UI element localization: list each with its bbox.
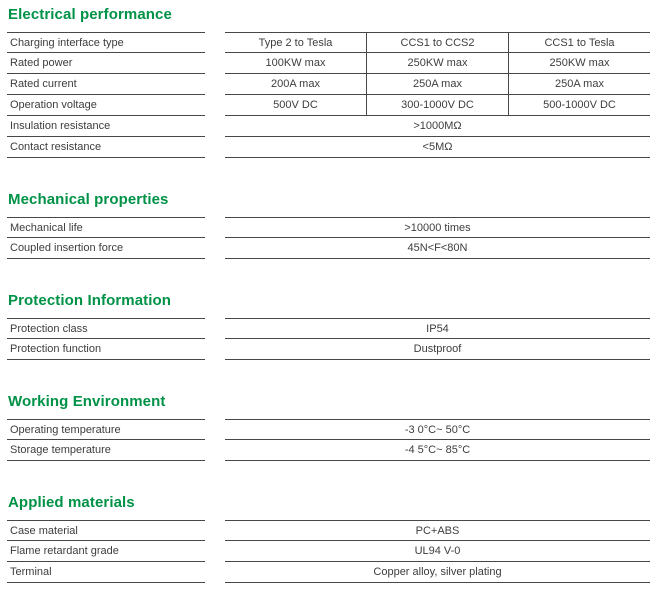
spec-table: Case material PC+ABS Flame retardant gra… — [7, 520, 650, 583]
row-value: 200A max — [271, 78, 320, 90]
section-title: Electrical performance — [8, 6, 172, 23]
section-protection-information: Protection Information Protection class … — [7, 292, 672, 360]
row-values: >1000MΩ — [225, 116, 650, 137]
row-values: 100KW max 250KW max 250KW max — [225, 53, 650, 74]
table-row: Terminal Copper alloy, silver plating — [7, 562, 650, 583]
column-gap — [205, 95, 225, 116]
section-applied-materials: Applied materials Case material PC+ABS F… — [7, 494, 672, 583]
column-gap — [205, 116, 225, 137]
column-gap — [205, 53, 225, 74]
column-gap — [205, 217, 225, 238]
spec-table: Charging interface type Type 2 to Tesla … — [7, 32, 650, 158]
row-label: Flame retardant grade — [7, 541, 205, 562]
row-label: Case material — [7, 520, 205, 541]
section-electrical-performance: Electrical performance Charging interfac… — [7, 6, 672, 158]
column-gap — [205, 137, 225, 158]
row-value: >10000 times — [404, 221, 471, 234]
row-label: Operating temperature — [7, 419, 205, 440]
table-row: Protection function Dustproof — [7, 339, 650, 360]
row-value: 250KW max — [508, 53, 650, 73]
row-label: Charging interface type — [7, 32, 205, 53]
column-gap — [205, 318, 225, 339]
row-value: -4 5°C~ 85°C — [404, 444, 471, 456]
row-values: <5MΩ — [225, 137, 650, 158]
section-title: Applied materials — [8, 494, 135, 511]
section-title: Working Environment — [8, 393, 166, 410]
table-row: Rated power 100KW max 250KW max 250KW ma… — [7, 53, 650, 74]
table-row: Insulation resistance >1000MΩ — [7, 116, 650, 137]
row-label: Rated current — [7, 74, 205, 95]
row-label: Storage temperature — [7, 440, 205, 461]
column-gap — [205, 541, 225, 562]
table-row: Operating temperature -3 0°C~ 50°C — [7, 419, 650, 440]
table-row: Flame retardant grade UL94 V-0 — [7, 541, 650, 562]
row-values: UL94 V-0 — [225, 541, 650, 562]
column-gap — [205, 440, 225, 461]
row-value: PC+ABS — [415, 524, 460, 537]
table-row: Storage temperature -4 5°C~ 85°C — [7, 440, 650, 461]
row-value: CCS1 to Tesla — [508, 33, 650, 52]
table-row: Protection class IP54 — [7, 318, 650, 339]
row-value: UL94 V-0 — [414, 545, 461, 557]
table-row: Contact resistance <5MΩ — [7, 137, 650, 158]
column-gap — [205, 562, 225, 583]
row-label: Protection function — [7, 339, 205, 360]
column-gap — [205, 520, 225, 541]
table-row: Mechanical life >10000 times — [7, 217, 650, 238]
row-value: 500V DC — [273, 99, 318, 111]
table-row: Rated current 200A max 250A max 250A max — [7, 74, 650, 95]
table-row: Charging interface type Type 2 to Tesla … — [7, 32, 650, 53]
row-value: -3 0°C~ 50°C — [404, 423, 471, 436]
row-label: Mechanical life — [7, 217, 205, 238]
row-values: 500V DC 300-1000V DC 500-1000V DC — [225, 95, 650, 116]
table-row: Coupled insertion force 45N<F<80N — [7, 238, 650, 259]
row-value: Copper alloy, silver plating — [373, 566, 502, 578]
row-value: CCS1 to CCS2 — [366, 33, 508, 52]
column-gap — [205, 74, 225, 95]
row-values: IP54 — [225, 318, 650, 339]
row-label: Protection class — [7, 318, 205, 339]
row-values: -3 0°C~ 50°C — [225, 419, 650, 440]
row-value: 45N<F<80N — [407, 242, 468, 254]
row-values: 45N<F<80N — [225, 238, 650, 259]
table-row: Case material PC+ABS — [7, 520, 650, 541]
row-label: Coupled insertion force — [7, 238, 205, 259]
row-value: 250KW max — [366, 53, 508, 73]
row-value: 500-1000V DC — [508, 95, 650, 115]
spec-table: Operating temperature -3 0°C~ 50°C Stora… — [7, 419, 650, 461]
column-gap — [205, 419, 225, 440]
section-title: Mechanical properties — [8, 191, 169, 208]
column-gap — [205, 339, 225, 360]
row-values: -4 5°C~ 85°C — [225, 440, 650, 461]
row-values: Copper alloy, silver plating — [225, 562, 650, 583]
row-label: Rated power — [7, 53, 205, 74]
row-value: Dustproof — [413, 343, 462, 355]
column-gap — [205, 238, 225, 259]
spec-table: Protection class IP54 Protection functio… — [7, 318, 650, 360]
row-value: 250A max — [366, 74, 508, 94]
row-value: 300-1000V DC — [366, 95, 508, 115]
row-label: Contact resistance — [7, 137, 205, 158]
column-gap — [205, 32, 225, 53]
row-values: PC+ABS — [225, 520, 650, 541]
row-label: Insulation resistance — [7, 116, 205, 137]
spec-table: Mechanical life >10000 times Coupled ins… — [7, 217, 650, 259]
section-working-environment: Working Environment Operating temperatur… — [7, 393, 672, 461]
row-value: <5MΩ — [422, 141, 453, 153]
row-values: Type 2 to Tesla CCS1 to CCS2 CCS1 to Tes… — [225, 32, 650, 53]
row-value: 250A max — [508, 74, 650, 94]
row-values: Dustproof — [225, 339, 650, 360]
row-value: Type 2 to Tesla — [258, 36, 333, 49]
row-label: Operation voltage — [7, 95, 205, 116]
section-mechanical-properties: Mechanical properties Mechanical life >1… — [7, 191, 672, 259]
table-row: Operation voltage 500V DC 300-1000V DC 5… — [7, 95, 650, 116]
row-values: 200A max 250A max 250A max — [225, 74, 650, 95]
row-value: 100KW max — [265, 57, 326, 69]
section-title: Protection Information — [8, 292, 172, 309]
row-values: >10000 times — [225, 217, 650, 238]
row-value: >1000MΩ — [413, 120, 462, 132]
row-value: IP54 — [426, 322, 449, 335]
row-label: Terminal — [7, 562, 205, 583]
